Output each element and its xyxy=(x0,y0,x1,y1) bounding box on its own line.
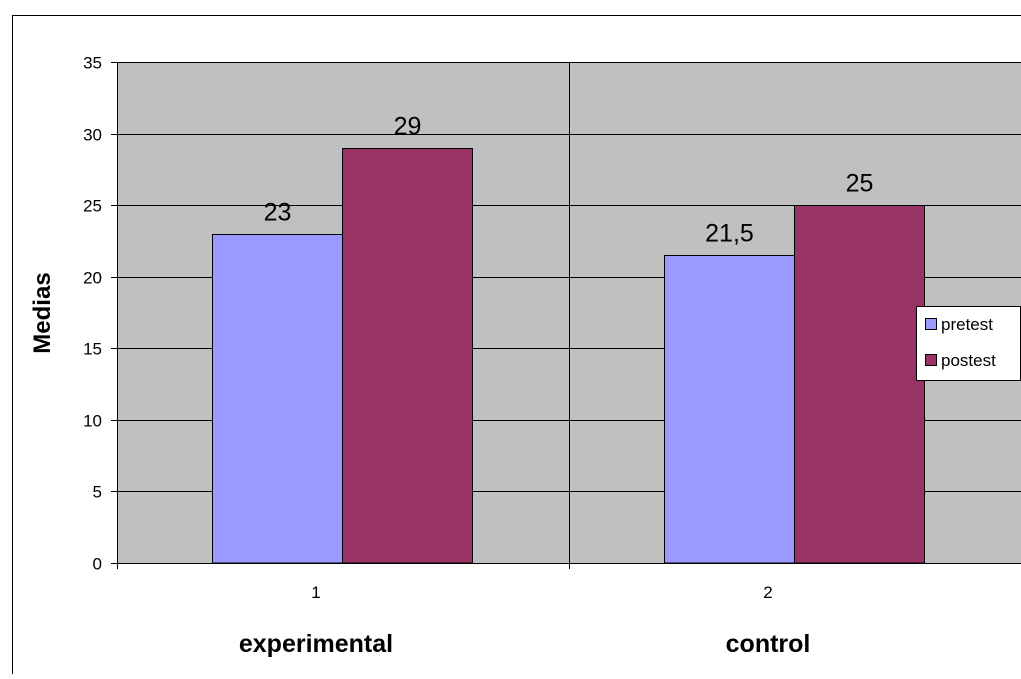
x-tick-label: 2 xyxy=(763,583,772,602)
bar-pretest-1 xyxy=(212,234,343,564)
y-tick-label: 15 xyxy=(83,340,102,359)
x-tick-label: 1 xyxy=(311,583,320,602)
legend-label-postest: postest xyxy=(941,351,996,370)
data-label-postest-1: 29 xyxy=(394,113,422,141)
x-group-label: experimental xyxy=(239,630,393,658)
y-tick-label: 5 xyxy=(93,483,102,502)
legend: pretest postest xyxy=(916,306,1021,381)
x-group-label: control xyxy=(726,630,811,658)
y-axis-title: Medias xyxy=(29,272,56,353)
legend-swatch-postest xyxy=(925,354,937,366)
y-tick-label: 20 xyxy=(83,269,102,288)
legend-swatch-pretest xyxy=(925,318,937,330)
axes: 0 5 10 15 20 25 30 35 1 experimental 2 control xyxy=(83,54,1021,658)
bar-postest-1 xyxy=(342,148,473,564)
data-labels: 23 29 21,5 25 xyxy=(264,113,874,248)
data-label-pretest-2: 21,5 xyxy=(705,220,754,248)
y-tick-label: 0 xyxy=(93,555,102,574)
bar-postest-2 xyxy=(794,205,925,564)
bar-pretest-2 xyxy=(664,255,795,564)
bars xyxy=(212,148,925,564)
y-tick-label: 10 xyxy=(83,412,102,431)
y-tick-label: 25 xyxy=(83,197,102,216)
data-label-pretest-1: 23 xyxy=(264,199,292,227)
data-label-postest-2: 25 xyxy=(846,170,874,198)
y-tick-label: 35 xyxy=(83,54,102,73)
y-tick-label: 30 xyxy=(83,126,102,145)
legend-label-pretest: pretest xyxy=(941,315,993,334)
